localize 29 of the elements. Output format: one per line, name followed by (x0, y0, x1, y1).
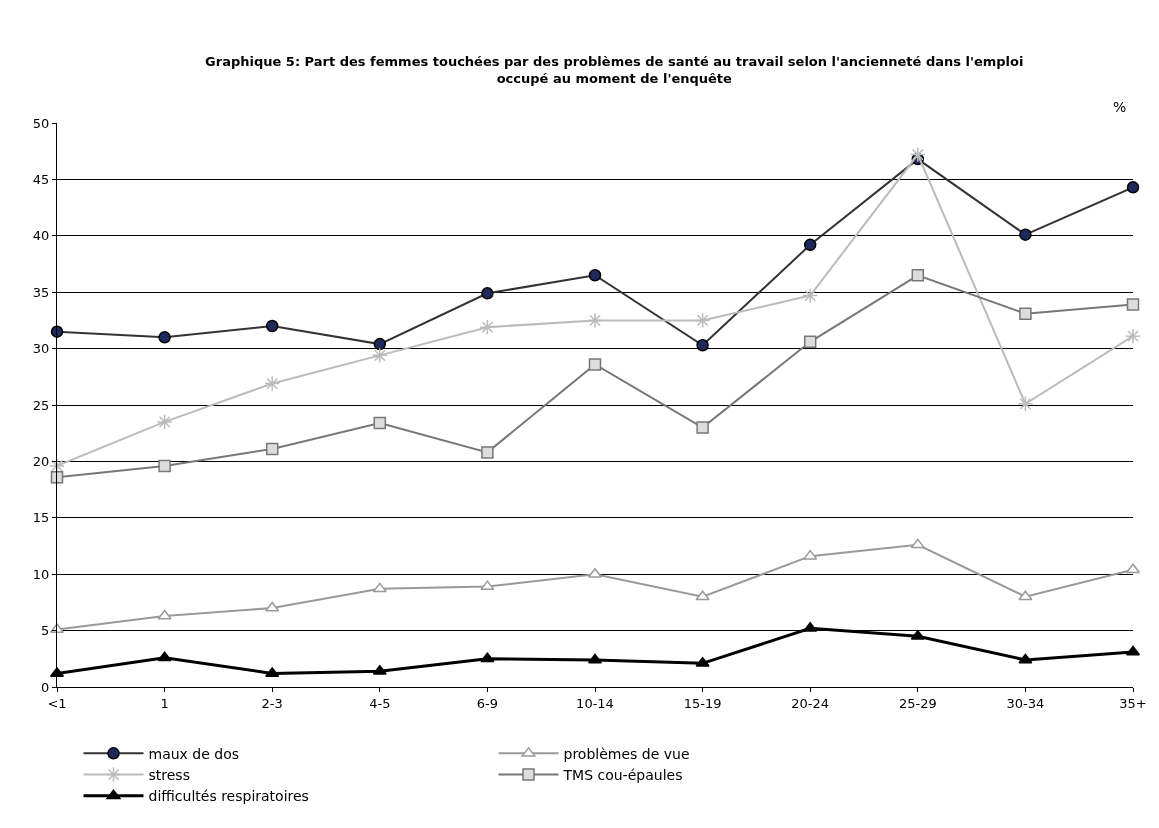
x-tick-label: 35+ (1119, 695, 1147, 711)
y-tick-label: 10 (32, 566, 50, 582)
y-tick-label: 35 (32, 284, 50, 300)
y-tick-label: 50 (32, 115, 50, 131)
x-tick-label: 10-14 (576, 695, 614, 711)
legend-label: maux de dos (148, 745, 240, 762)
y-tick-label: 40 (32, 228, 50, 244)
x-tick-label: 15-19 (683, 695, 722, 711)
x-tick-label: 6-9 (476, 695, 499, 711)
legend-label: problèmes de vue (563, 745, 690, 762)
y-tick-label: 15 (32, 510, 50, 526)
chart-title: Graphique 5: Part des femmes touchées par des problèmes de santé au travail selon l'ancienneté dans l'emploi occupé au moment de l'enquête (205, 54, 1024, 87)
y-tick-label: 30 (32, 341, 50, 357)
x-tick-label: 20-24 (791, 695, 830, 711)
legend-label: difficultés respiratoires (148, 788, 309, 805)
legend-label: stress (148, 767, 190, 784)
x-tick-label: 25-29 (898, 695, 937, 711)
legend-label: TMS cou-épaules (562, 767, 683, 784)
x-tick-label: 1 (160, 695, 169, 711)
y-axis-title: % (1113, 99, 1127, 115)
x-tick-label: 4-5 (369, 695, 391, 711)
y-tick-label: 0 (41, 679, 50, 695)
y-tick-label: 45 (32, 171, 50, 187)
y-tick-label: 20 (32, 453, 50, 469)
y-tick-label: 5 (41, 623, 50, 639)
x-tick-label: 2-3 (261, 695, 283, 711)
y-tick-label: 25 (32, 397, 50, 413)
x-tick-label: <1 (47, 695, 67, 711)
x-tick-label: 30-34 (1006, 695, 1045, 711)
